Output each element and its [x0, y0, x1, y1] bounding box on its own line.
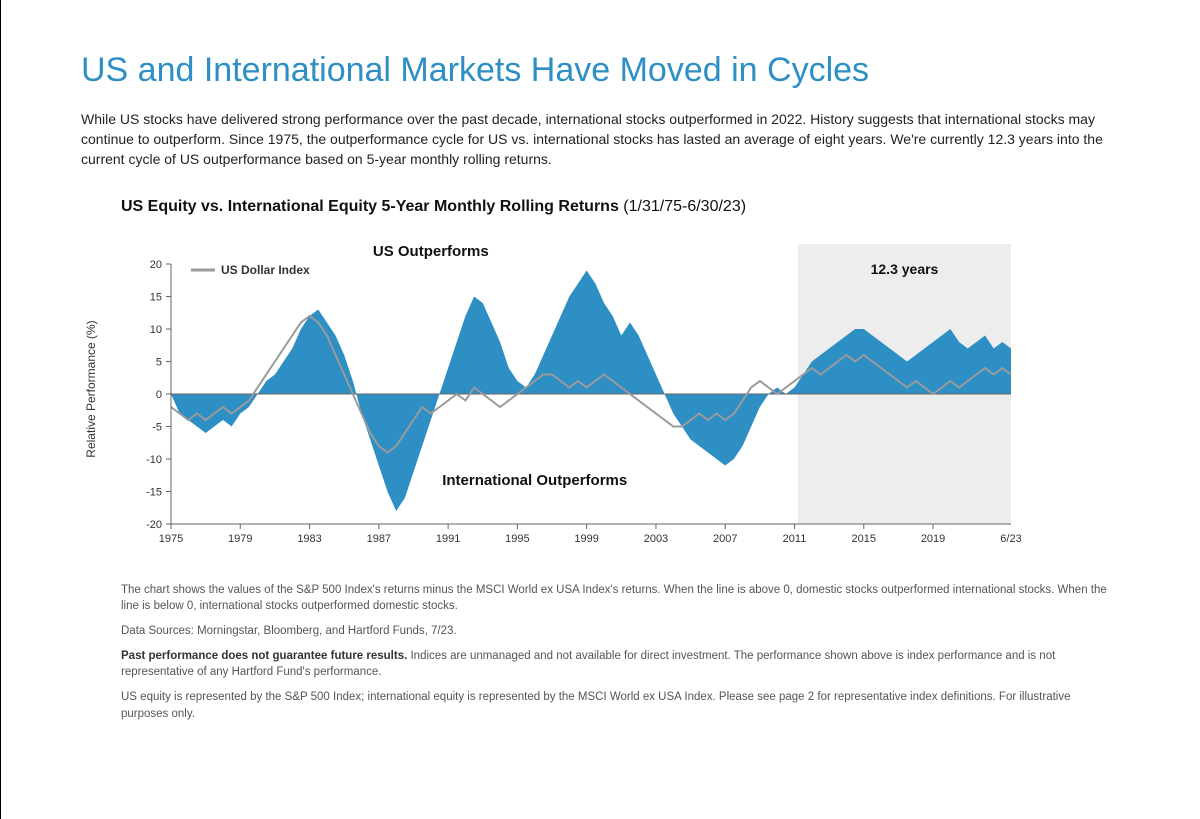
x-tick-label: 1975	[159, 533, 183, 545]
footnote-3: Past performance does not guarantee futu…	[121, 648, 1120, 681]
footnote-1: The chart shows the values of the S&P 50…	[121, 582, 1120, 615]
footnotes: The chart shows the values of the S&P 50…	[121, 582, 1120, 723]
x-tick-label: 2011	[783, 533, 807, 545]
footnote-3-bold: Past performance does not guarantee futu…	[121, 650, 407, 662]
x-tick-label: 1987	[367, 533, 391, 545]
x-tick-label: 2015	[852, 533, 876, 545]
footnote-4: US equity is represented by the S&P 500 …	[121, 689, 1120, 722]
y-tick-label: -10	[146, 454, 162, 466]
x-tick-label: 2007	[713, 533, 737, 545]
intro-paragraph: While US stocks have delivered strong pe…	[81, 109, 1120, 170]
x-tick-label: 2019	[921, 533, 945, 545]
y-tick-label: 15	[150, 291, 162, 303]
chart-wrap: Relative Performance (%) 12.3 years-20-1…	[121, 224, 1021, 554]
highlight-label: 12.3 years	[871, 261, 939, 277]
x-tick-label: 1999	[574, 533, 598, 545]
y-axis-label: Relative Performance (%)	[84, 320, 98, 457]
footnote-2: Data Sources: Morningstar, Bloomberg, an…	[121, 623, 1120, 640]
x-tick-label: 1991	[436, 533, 460, 545]
chart-title-range: (1/31/75-6/30/23)	[623, 198, 746, 215]
label-us-outperforms: US Outperforms	[373, 243, 489, 260]
y-tick-label: 10	[150, 324, 162, 336]
legend-label: US Dollar Index	[221, 263, 310, 277]
y-tick-label: -15	[146, 486, 162, 498]
x-tick-label: 2003	[644, 533, 668, 545]
y-tick-label: -5	[152, 421, 162, 433]
x-tick-label: 1979	[228, 533, 252, 545]
y-tick-label: -20	[146, 519, 162, 531]
chart-title: US Equity vs. International Equity 5-Yea…	[121, 198, 1120, 216]
chart-block: US Equity vs. International Equity 5-Yea…	[121, 198, 1120, 554]
y-tick-label: 20	[150, 259, 162, 271]
page-title: US and International Markets Have Moved …	[81, 50, 1120, 91]
x-tick-end-label: 6/23	[1000, 533, 1021, 545]
page: US and International Markets Have Moved …	[0, 0, 1200, 819]
x-tick-label: 1995	[505, 533, 529, 545]
chart-title-bold: US Equity vs. International Equity 5-Yea…	[121, 198, 619, 215]
chart-svg: 12.3 years -20 -15 -10 -5 0 5 10 15 20 1975 1979 198…	[121, 224, 1021, 554]
label-intl-outperforms: International Outperforms	[442, 472, 627, 489]
y-tick-label: 5	[156, 356, 162, 368]
y-tick-label: 0	[156, 389, 162, 401]
x-tick-label: 1983	[297, 533, 321, 545]
